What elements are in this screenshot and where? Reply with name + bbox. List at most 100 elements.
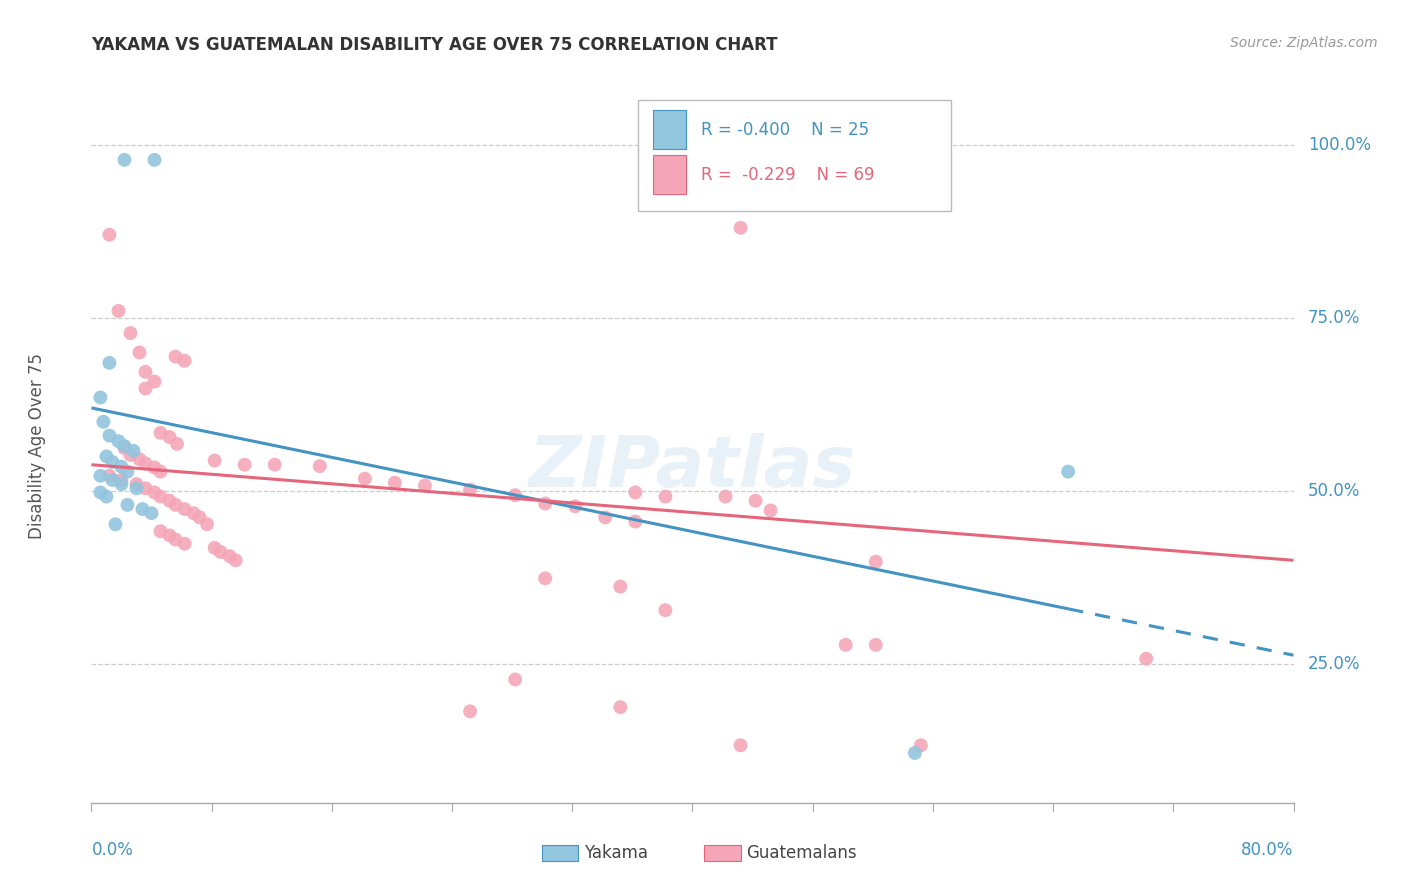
Point	[149, 425, 172, 440]
Point	[209, 545, 232, 559]
Point	[458, 483, 481, 497]
Point	[730, 739, 752, 753]
Point	[865, 638, 887, 652]
Point	[1135, 651, 1157, 665]
Point	[98, 356, 121, 370]
Point	[165, 350, 187, 364]
Point	[125, 477, 148, 491]
Point	[173, 353, 195, 368]
Point	[159, 493, 181, 508]
Point	[128, 345, 150, 359]
Point	[159, 430, 181, 444]
Point	[101, 473, 124, 487]
Point	[308, 459, 330, 474]
Point	[458, 704, 481, 718]
Text: 80.0%: 80.0%	[1241, 841, 1294, 859]
Point	[89, 485, 111, 500]
Point	[107, 434, 129, 449]
FancyBboxPatch shape	[652, 111, 686, 150]
Text: 50.0%: 50.0%	[1308, 482, 1361, 500]
Text: YAKAMA VS GUATEMALAN DISABILITY AGE OVER 75 CORRELATION CHART: YAKAMA VS GUATEMALAN DISABILITY AGE OVER…	[91, 36, 778, 54]
Point	[904, 746, 927, 760]
Point	[110, 477, 132, 491]
Point	[143, 460, 166, 475]
Point	[835, 638, 858, 652]
Point	[609, 700, 631, 714]
Point	[183, 506, 205, 520]
Point	[534, 496, 557, 510]
Point	[96, 490, 118, 504]
Point	[654, 490, 676, 504]
Point	[354, 472, 377, 486]
Text: Source: ZipAtlas.com: Source: ZipAtlas.com	[1230, 36, 1378, 50]
FancyBboxPatch shape	[652, 155, 686, 194]
Point	[225, 553, 247, 567]
Point	[134, 365, 156, 379]
Point	[117, 498, 139, 512]
Text: ZIPatlas: ZIPatlas	[529, 433, 856, 502]
Text: 25.0%: 25.0%	[1308, 656, 1361, 673]
Point	[384, 475, 406, 490]
Text: Yakama: Yakama	[585, 844, 648, 862]
Point	[173, 537, 195, 551]
Point	[125, 481, 148, 495]
Point	[564, 500, 586, 514]
Point	[98, 428, 121, 442]
Point	[1057, 465, 1080, 479]
Point	[204, 541, 226, 555]
Point	[114, 439, 136, 453]
Point	[128, 452, 150, 467]
Point	[143, 375, 166, 389]
Point	[714, 490, 737, 504]
Point	[122, 443, 145, 458]
Point	[114, 441, 136, 455]
FancyBboxPatch shape	[638, 100, 950, 211]
Text: Disability Age Over 75: Disability Age Over 75	[28, 353, 46, 539]
Point	[188, 510, 211, 524]
Point	[759, 503, 782, 517]
Point	[166, 437, 188, 451]
Point	[744, 493, 766, 508]
Point	[143, 485, 166, 500]
Point	[117, 465, 139, 479]
Point	[173, 502, 195, 516]
Point	[141, 506, 163, 520]
Point	[101, 455, 124, 469]
Point	[413, 478, 436, 492]
Point	[204, 453, 226, 467]
Point	[165, 498, 187, 512]
Point	[134, 382, 156, 396]
Point	[98, 468, 121, 483]
Text: R = -0.400    N = 25: R = -0.400 N = 25	[700, 121, 869, 139]
Point	[624, 485, 647, 500]
Point	[503, 673, 526, 687]
Point	[110, 473, 132, 487]
Point	[503, 488, 526, 502]
Point	[910, 739, 932, 753]
Point	[89, 468, 111, 483]
Point	[114, 153, 136, 167]
Text: Guatemalans: Guatemalans	[747, 844, 858, 862]
Point	[93, 415, 115, 429]
FancyBboxPatch shape	[543, 845, 578, 861]
Point	[149, 490, 172, 504]
Point	[609, 580, 631, 594]
Point	[143, 153, 166, 167]
Point	[730, 220, 752, 235]
Text: 100.0%: 100.0%	[1308, 136, 1371, 153]
Point	[120, 326, 142, 340]
Point	[107, 304, 129, 318]
Point	[165, 533, 187, 547]
Point	[134, 481, 156, 495]
Point	[654, 603, 676, 617]
Point	[233, 458, 256, 472]
Point	[149, 524, 172, 539]
Point	[149, 465, 172, 479]
Text: 75.0%: 75.0%	[1308, 309, 1361, 326]
Text: 0.0%: 0.0%	[91, 841, 134, 859]
Text: R =  -0.229    N = 69: R = -0.229 N = 69	[700, 166, 875, 184]
Point	[534, 571, 557, 585]
FancyBboxPatch shape	[704, 845, 741, 861]
Point	[96, 450, 118, 464]
Point	[595, 510, 617, 524]
